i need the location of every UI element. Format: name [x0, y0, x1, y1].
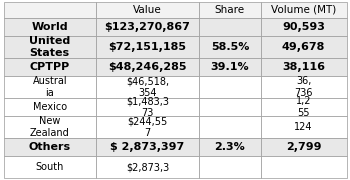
Bar	[261, 138, 346, 156]
Bar	[96, 116, 199, 138]
Text: 90,593: 90,593	[282, 22, 325, 32]
Text: World: World	[32, 22, 68, 32]
Bar	[199, 2, 261, 18]
Text: Volume (MT): Volume (MT)	[271, 5, 336, 15]
Bar	[261, 36, 346, 58]
Bar	[4, 98, 96, 116]
Text: 49,678: 49,678	[282, 42, 325, 52]
Text: $2,873,3: $2,873,3	[126, 162, 169, 172]
Bar	[96, 58, 199, 76]
Bar	[261, 76, 346, 98]
Text: 2.3%: 2.3%	[215, 142, 245, 152]
Text: Mexico: Mexico	[33, 102, 67, 112]
Text: CPTPP: CPTPP	[30, 62, 70, 72]
Text: $ 2,873,397: $ 2,873,397	[111, 142, 185, 152]
Bar	[4, 138, 96, 156]
Text: $244,55
7: $244,55 7	[127, 116, 168, 138]
Text: $48,246,285: $48,246,285	[108, 62, 187, 72]
Text: 58.5%: 58.5%	[211, 42, 249, 52]
Bar	[199, 156, 261, 178]
Bar	[261, 98, 346, 116]
Text: 2,799: 2,799	[286, 142, 321, 152]
Text: 38,116: 38,116	[282, 62, 325, 72]
Text: New
Zealand: New Zealand	[30, 116, 70, 138]
Bar	[96, 36, 199, 58]
Bar	[96, 156, 199, 178]
Bar	[199, 58, 261, 76]
Text: 39.1%: 39.1%	[211, 62, 249, 72]
Bar	[4, 18, 96, 36]
Bar	[96, 138, 199, 156]
Text: Austral
ia: Austral ia	[33, 76, 67, 98]
Bar	[261, 58, 346, 76]
Text: South: South	[36, 162, 64, 172]
Bar	[261, 2, 346, 18]
Bar	[4, 76, 96, 98]
Bar	[261, 116, 346, 138]
Bar	[96, 98, 199, 116]
Text: $46,518,
354: $46,518, 354	[126, 76, 169, 98]
Bar	[199, 98, 261, 116]
Bar	[261, 156, 346, 178]
Bar	[96, 2, 199, 18]
Bar	[96, 76, 199, 98]
Bar	[199, 36, 261, 58]
Bar	[261, 18, 346, 36]
Bar	[199, 18, 261, 36]
Bar	[199, 138, 261, 156]
Bar	[96, 18, 199, 36]
Bar	[4, 2, 96, 18]
Bar	[199, 76, 261, 98]
Text: 36,
736: 36, 736	[294, 76, 313, 98]
Text: Share: Share	[215, 5, 245, 15]
Text: United
States: United States	[29, 36, 70, 58]
Text: Others: Others	[29, 142, 71, 152]
Text: 124: 124	[294, 122, 313, 132]
Text: $1,483,3
73: $1,483,3 73	[126, 96, 169, 118]
Bar	[199, 116, 261, 138]
Text: $123,270,867: $123,270,867	[105, 22, 190, 32]
Text: $72,151,185: $72,151,185	[108, 42, 187, 52]
Bar	[4, 58, 96, 76]
Bar	[4, 116, 96, 138]
Text: Value: Value	[133, 5, 162, 15]
Bar	[4, 156, 96, 178]
Bar	[4, 36, 96, 58]
Text: 1,2
55: 1,2 55	[296, 96, 312, 118]
